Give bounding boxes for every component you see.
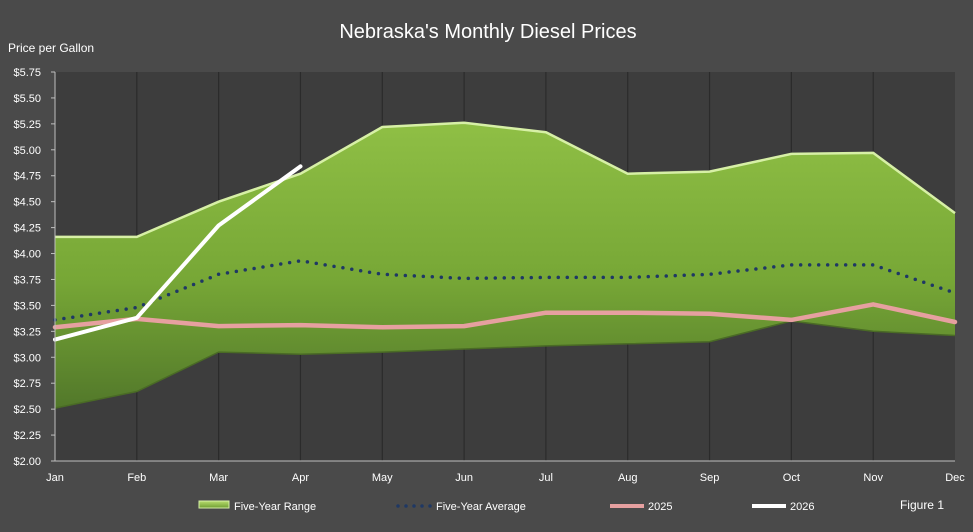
x-tick-label-mar: Mar bbox=[209, 472, 228, 484]
five-year-range-area bbox=[54, 121, 956, 409]
legend: Five-Year Range Five-Year Average 2025 2026 bbox=[198, 500, 814, 513]
axes: $2.00 $2.25 $2.50 $2.75 $3.00 $3.25 $3.50 $3.75… bbox=[13, 67, 965, 484]
y-tick-label: $4.00 bbox=[13, 249, 41, 261]
series-line-2026 bbox=[53, 164, 303, 342]
x-tick-label-sep: Sep bbox=[700, 472, 720, 484]
series-lines bbox=[52, 164, 958, 342]
y-tick-label: $5.00 bbox=[13, 145, 41, 157]
legend-item-2026: 2026 bbox=[752, 501, 814, 513]
figure-label: Figure 1 bbox=[900, 498, 944, 512]
series-line-2025 bbox=[52, 302, 958, 330]
five-year-range-lower-edge bbox=[54, 320, 956, 409]
x-tick-label-jan: Jan bbox=[46, 472, 64, 484]
legend-label-five-year-range: Five-Year Range bbox=[234, 501, 316, 513]
x-tick-label-apr: Apr bbox=[292, 472, 309, 484]
y-tick-label: $5.75 bbox=[13, 67, 41, 79]
five-year-range-upper-edge bbox=[55, 121, 956, 239]
x-tick-label-feb: Feb bbox=[127, 472, 146, 484]
y-tick-label: $3.75 bbox=[13, 274, 41, 286]
y-tick-label: $4.25 bbox=[13, 223, 41, 235]
y-tick-label: $2.25 bbox=[13, 430, 41, 442]
x-tick-label-oct: Oct bbox=[783, 472, 800, 484]
y-tick-label: $3.25 bbox=[13, 326, 41, 338]
y-tick-label: $4.50 bbox=[13, 197, 41, 209]
x-tick-label-jun: Jun bbox=[455, 472, 473, 484]
legend-item-five-year-range: Five-Year Range bbox=[198, 500, 316, 513]
y-tick-label: $5.50 bbox=[13, 93, 41, 105]
y-tick-label: $2.00 bbox=[13, 456, 41, 468]
y-tick-label: $5.25 bbox=[13, 119, 41, 131]
x-tick-label-may: May bbox=[372, 472, 393, 484]
y-tick-label: $3.00 bbox=[13, 352, 41, 364]
y-tick-label: $2.50 bbox=[13, 404, 41, 416]
five-year-range-band bbox=[55, 122, 955, 409]
legend-swatch-five-year-range bbox=[198, 500, 230, 509]
x-tick-label-aug: Aug bbox=[618, 472, 638, 484]
x-tick-label-nov: Nov bbox=[863, 472, 883, 484]
y-tick-label: $3.50 bbox=[13, 300, 41, 312]
y-tick-label: $4.75 bbox=[13, 171, 41, 183]
y-tick-label: $2.75 bbox=[13, 378, 41, 390]
legend-label-2025: 2025 bbox=[648, 501, 672, 513]
legend-item-five-year-average: Five-Year Average bbox=[396, 501, 526, 513]
series-line-five-year-average bbox=[53, 259, 957, 322]
y-axis-label: Price per Gallon bbox=[8, 41, 94, 55]
chart-title: Nebraska's Monthly Diesel Prices bbox=[339, 21, 636, 43]
x-tick-label-jul: Jul bbox=[539, 472, 553, 484]
legend-item-2025: 2025 bbox=[610, 501, 672, 513]
legend-label-2026: 2026 bbox=[790, 501, 814, 513]
x-tick-label-dec: Dec bbox=[945, 472, 965, 484]
legend-label-five-year-average: Five-Year Average bbox=[436, 501, 526, 513]
